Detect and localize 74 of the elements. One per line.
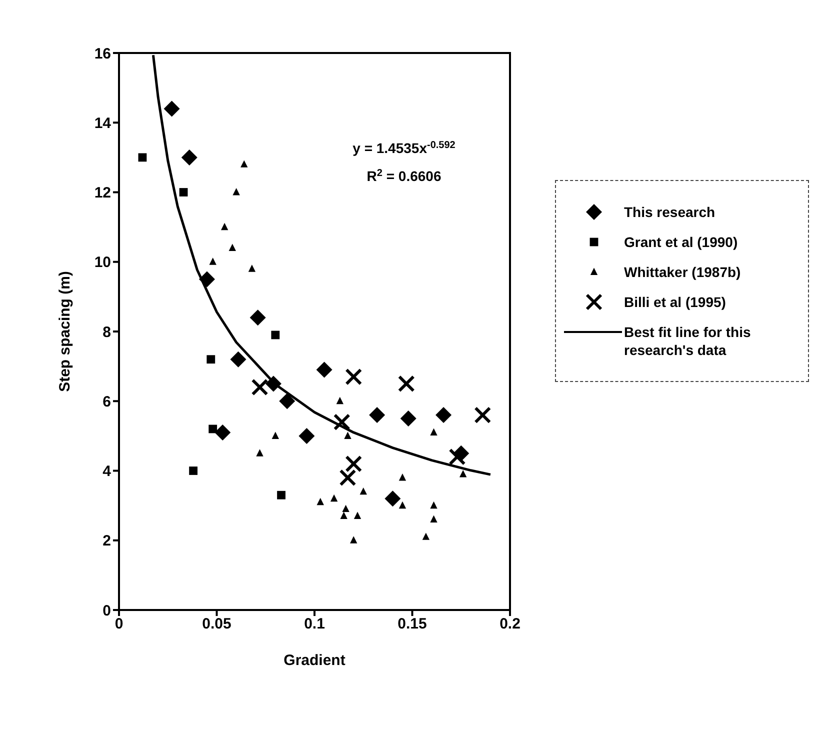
point <box>181 149 198 166</box>
point <box>189 466 198 475</box>
legend-label: This research <box>624 203 716 221</box>
point <box>333 414 350 431</box>
point <box>248 264 256 272</box>
point <box>339 469 356 486</box>
point <box>232 188 240 196</box>
x-tick-label: 0 <box>114 616 124 633</box>
x-tick-label: 0.15 <box>398 616 427 633</box>
point <box>436 407 452 424</box>
legend-label: Whittaker (1987b) <box>624 263 741 281</box>
point <box>208 424 218 434</box>
annotation: y = 1.4535x$^{-0.592}$ <box>352 140 456 156</box>
point <box>251 378 268 396</box>
point <box>256 449 264 456</box>
y-tick-label: 12 <box>94 184 111 202</box>
legend-label: Grant et al (1990) <box>624 233 738 251</box>
point <box>342 504 350 512</box>
y-tick-label: 8 <box>102 324 111 341</box>
point <box>214 424 231 440</box>
point <box>459 470 467 478</box>
x-tick-label: 0.05 <box>202 616 232 633</box>
y-tick-label: 4 <box>102 463 112 480</box>
point <box>271 330 280 340</box>
point <box>398 501 406 509</box>
legend-label: Best fit line for this research's data <box>624 323 752 359</box>
y-axis-title: Step spacing (m) <box>56 271 74 392</box>
x-tick-label: 0.2 <box>500 616 520 633</box>
point <box>384 490 401 507</box>
legend-label: Billi et al (1995) <box>624 293 726 311</box>
point <box>345 368 362 386</box>
x-tick-label: 0.1 <box>304 616 325 633</box>
point <box>398 375 415 392</box>
point <box>345 455 362 472</box>
y-tick-label: 2 <box>102 532 111 550</box>
point <box>330 494 338 502</box>
point <box>400 410 416 427</box>
point <box>369 407 386 424</box>
point <box>344 432 352 439</box>
y-tick-label: 10 <box>94 254 111 272</box>
point <box>279 393 296 410</box>
point <box>336 396 344 404</box>
point <box>220 222 228 230</box>
point <box>164 100 180 117</box>
point <box>272 432 279 439</box>
y-tick-label: 6 <box>102 393 111 410</box>
point <box>250 310 266 326</box>
point <box>448 448 466 466</box>
x-axis-title: Gradient <box>284 652 346 669</box>
point <box>298 428 315 444</box>
point <box>240 160 248 168</box>
point <box>398 474 406 481</box>
point <box>350 536 358 544</box>
point <box>316 362 332 378</box>
annotation: R$^{2}$ = 0.6606 <box>366 168 442 184</box>
point <box>209 258 216 265</box>
point <box>179 188 188 196</box>
point <box>277 490 286 500</box>
point <box>354 512 362 520</box>
point <box>340 512 348 520</box>
point <box>474 406 492 424</box>
point <box>430 515 438 522</box>
point <box>430 428 438 436</box>
point <box>430 501 438 509</box>
point <box>422 532 430 540</box>
point <box>360 487 367 495</box>
point <box>316 498 324 506</box>
point <box>206 355 216 364</box>
y-tick-label: 14 <box>94 114 112 132</box>
y-tick-label: 0 <box>102 602 111 620</box>
y-tick-label: 16 <box>94 45 111 62</box>
point <box>230 351 246 368</box>
point <box>228 244 236 251</box>
point <box>138 153 147 162</box>
